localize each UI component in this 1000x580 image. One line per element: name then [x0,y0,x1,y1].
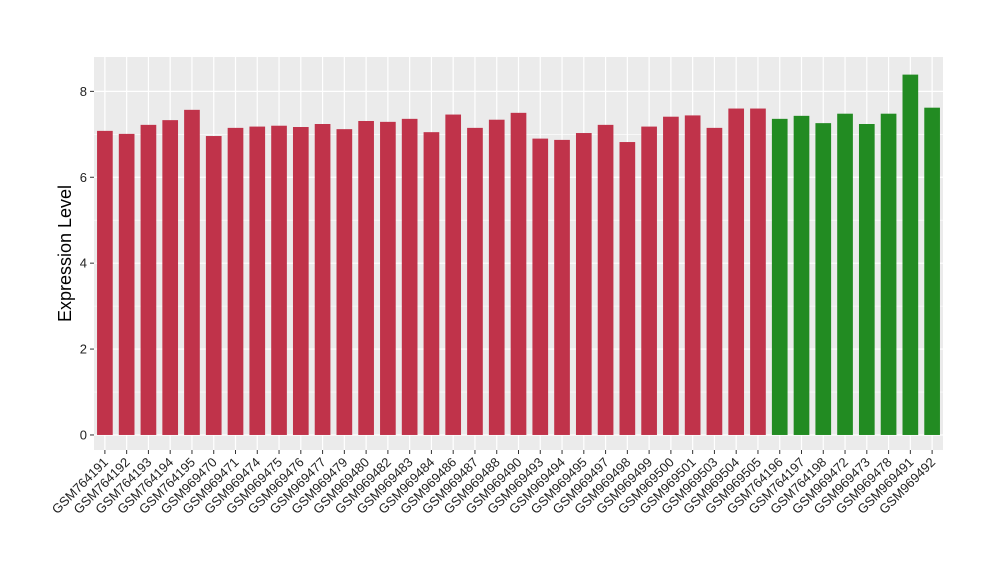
y-tick-label: 8 [80,84,87,99]
bar-GSM969487 [467,127,483,435]
bar-GSM969486 [445,114,462,435]
bar-GSM969484 [423,132,440,435]
bar-GSM969478 [880,113,897,435]
bar-GSM764195 [184,109,200,435]
bar-GSM969495 [575,133,592,435]
bar-GSM969505 [750,108,766,435]
x-axis: GSM764191GSM764192GSM764193GSM764194GSM7… [49,450,938,517]
bar-GSM969492 [924,107,940,435]
bar-GSM969497 [597,124,614,435]
bar-GSM969501 [684,115,701,435]
bar-GSM969470 [205,136,222,435]
bar-GSM969503 [706,127,723,435]
bar-GSM969476 [292,127,309,435]
bars [97,74,940,435]
y-tick-label: 0 [80,427,87,442]
bar-GSM969494 [554,139,570,435]
bar-GSM969488 [488,119,505,435]
bar-GSM969471 [227,127,244,435]
bar-GSM969477 [314,124,331,435]
bar-GSM764193 [140,124,157,435]
bar-GSM969473 [858,124,875,435]
y-tick-label: 4 [80,256,87,271]
y-axis: 0 2 4 6 8 [80,84,94,442]
bar-GSM969474 [249,126,266,435]
bar-GSM969490 [510,112,527,435]
bar-GSM969475 [271,125,287,435]
bar-GSM969483 [401,118,418,435]
bar-GSM764196 [771,118,788,435]
bar-GSM969491 [902,74,919,435]
bar-GSM969479 [336,129,353,435]
bar-GSM969472 [837,113,853,435]
bar-GSM764194 [162,120,179,435]
bar-GSM969480 [358,120,374,435]
y-tick-label: 2 [80,342,87,357]
y-axis-title: Expression Level [55,185,75,322]
bar-GSM764197 [793,115,810,435]
bar-GSM969498 [619,142,636,435]
bar-GSM969504 [728,108,745,435]
bar-GSM764192 [118,133,135,435]
bar-GSM969493 [532,138,549,435]
bar-GSM969482 [380,121,396,435]
bar-GSM764198 [815,123,832,435]
bar-GSM764191 [97,130,113,435]
bar-GSM969500 [663,116,679,435]
bar-GSM969499 [641,126,657,435]
y-tick-label: 6 [80,170,87,185]
